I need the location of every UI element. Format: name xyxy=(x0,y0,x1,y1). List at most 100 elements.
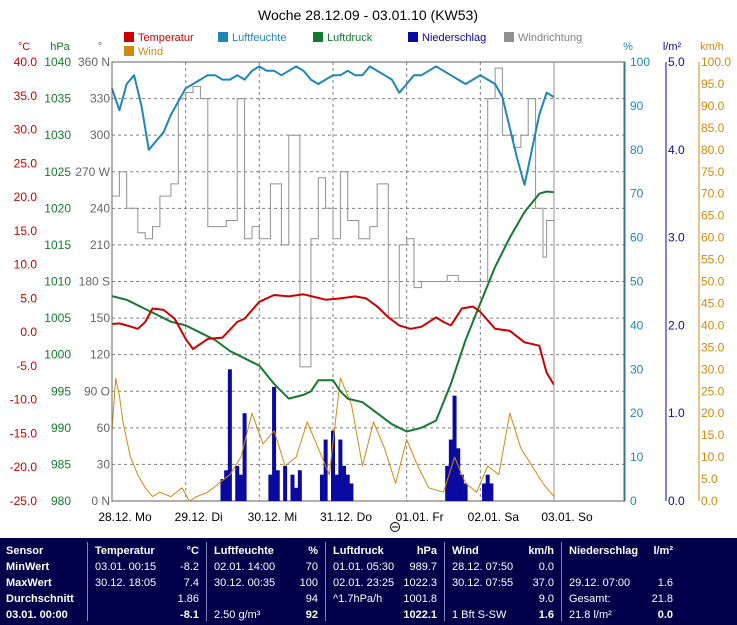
rain-unit: l/m² xyxy=(653,545,673,557)
rain-axis-tick: 5.0 xyxy=(668,55,685,69)
rain-bar xyxy=(227,369,232,501)
humidity-axis-tick: 50 xyxy=(630,275,644,289)
wind-current: 1.6 xyxy=(538,609,554,621)
humidity-axis-tick: 90 xyxy=(630,99,644,113)
humidity-min-value: 70 xyxy=(305,561,318,573)
pressure-axis-tick: 1040 xyxy=(44,55,71,69)
wind-axis-tick: 15.0 xyxy=(701,428,725,442)
wind-axis-tick: 100.0 xyxy=(701,55,731,69)
humidity-axis-tick: 20 xyxy=(630,406,644,420)
legend-swatch-temperature xyxy=(124,32,134,42)
temperature-axis-tick: -5.0 xyxy=(16,359,37,373)
temperature-min-value: -8.2 xyxy=(180,561,199,573)
rain-axis-tick: 3.0 xyxy=(668,231,685,245)
pressure-axis-tick: 1020 xyxy=(44,201,71,215)
rain-header: Niederschlag xyxy=(569,545,639,557)
wind-axis-tick: 85.0 xyxy=(701,121,725,135)
wind-min-value: 0.0 xyxy=(538,561,554,573)
rain-axis-tick: 1.0 xyxy=(668,406,685,420)
direction-axis-tick: 240 xyxy=(90,201,110,215)
separator xyxy=(87,542,88,621)
pressure-line xyxy=(111,190,555,433)
wind-min-time: 28.12. 07:50 xyxy=(452,561,514,573)
pressure-min-time: 01.01. 05:30 xyxy=(333,561,395,573)
wind-axis-tick: 45.0 xyxy=(701,296,725,310)
row-label-avg: Durchschnitt xyxy=(6,593,74,605)
legend-swatch-winddir xyxy=(504,32,514,42)
pressure-axis-tick: 1005 xyxy=(44,311,71,325)
pressure-trend: ^1.7hPa/h xyxy=(333,593,383,605)
humidity-axis-tick: 60 xyxy=(630,231,644,245)
pressure-axis-tick: 1025 xyxy=(44,165,71,179)
wind-axis-tick: 80.0 xyxy=(701,143,725,157)
wind-axis-tick: 35.0 xyxy=(701,340,725,354)
x-label: 28.12. Mo xyxy=(98,510,152,524)
temperature-axis-tick: 40.0 xyxy=(14,55,38,69)
wind-header: Wind xyxy=(452,545,479,557)
temperature-axis-tick: 30.0 xyxy=(14,123,38,137)
rain-total-value: 21.8 xyxy=(651,593,673,605)
x-label: 01.01. Fr xyxy=(396,510,444,524)
rain-bar xyxy=(323,439,328,501)
direction-axis-tick: 30 xyxy=(97,457,111,471)
rain-bar xyxy=(452,395,457,501)
wind-axis-tick: 95.0 xyxy=(701,77,725,91)
pressure-avg-value: 1001.8 xyxy=(403,593,437,605)
wind-beaufort: 1 Bft S-SW xyxy=(452,609,507,621)
rain-bar xyxy=(485,474,490,501)
temperature-avg-value: 1.86 xyxy=(177,593,199,605)
pressure-axis-tick: 1010 xyxy=(44,275,71,289)
wind-axis-tick: 0.0 xyxy=(701,494,718,508)
rain-bar xyxy=(445,465,450,501)
sensor-panel: Sensor MinWert MaxWert Durchschnitt 03.0… xyxy=(0,540,86,623)
rain-bar xyxy=(319,474,324,501)
rain-bar xyxy=(338,439,343,501)
rain-axis-tick: 0.0 xyxy=(668,494,685,508)
unit-direction: ° xyxy=(98,41,102,53)
rain-max-value: 1.6 xyxy=(657,577,673,589)
pressure-unit: hPa xyxy=(416,545,437,557)
chart-title: Woche 28.12.09 - 03.01.10 (KW53) xyxy=(258,7,478,23)
separator xyxy=(444,542,445,621)
temperature-axis-tick: 20.0 xyxy=(14,190,38,204)
rain-bar xyxy=(345,474,350,501)
humidity-max-time: 30.12. 00:35 xyxy=(214,577,276,589)
rain-bar xyxy=(297,470,302,501)
rain-bar xyxy=(275,470,280,501)
legend-swatch-rain xyxy=(408,32,418,42)
temperature-max-value: 7.4 xyxy=(183,577,199,589)
legend-swatch-pressure xyxy=(313,32,323,42)
rain-bar xyxy=(268,474,273,501)
x-label: 02.01. Sa xyxy=(468,510,520,524)
wind-line xyxy=(111,377,555,502)
rain-current: 0.0 xyxy=(657,609,673,621)
pressure-axis-tick: 985 xyxy=(51,457,71,471)
humidity-axis-tick: 70 xyxy=(630,187,644,201)
humidity-axis-tick: 80 xyxy=(630,143,644,157)
rain-axis-tick: 2.0 xyxy=(668,318,685,332)
rain-bar xyxy=(238,474,243,501)
rain-bar xyxy=(489,483,494,501)
pressure-header: Luftdruck xyxy=(333,545,384,557)
temperature-axis-tick: 35.0 xyxy=(14,89,38,103)
axes: 40.0 35.0 30.0 25.0 20.0 15.0 10.0 5.0 0.0 -5.0 -1… xyxy=(10,55,732,508)
wind-axis-tick: 70.0 xyxy=(701,187,725,201)
temperature-axis-tick: -10.0 xyxy=(10,393,38,407)
rain-bar xyxy=(331,430,335,501)
wind-axis-tick: 75.0 xyxy=(701,165,725,179)
rain-max-time: 29.12. 07:00 xyxy=(569,577,631,589)
rain-bar xyxy=(220,479,225,501)
plot-area xyxy=(111,61,626,502)
wind-axis-tick: 30.0 xyxy=(701,362,725,376)
rain-bar xyxy=(294,487,299,501)
pressure-axis-tick: 1015 xyxy=(44,238,71,252)
humidity-max-value: 100 xyxy=(299,577,318,589)
rain-total-extra: 21.8 l/m² xyxy=(569,609,612,621)
temperature-axis-tick: 10.0 xyxy=(14,258,38,272)
wind-avg-value: 9.0 xyxy=(538,593,554,605)
temperature-panel: Temperatur °C 03.01. 00:15 -8.2 30.12. 18:… xyxy=(89,540,205,623)
direction-axis-tick: 270 W xyxy=(75,165,110,179)
direction-axis-tick: 90 O xyxy=(84,384,110,398)
x-label: 30.12. Mi xyxy=(248,510,297,524)
pressure-axis-tick: 1030 xyxy=(44,128,71,142)
